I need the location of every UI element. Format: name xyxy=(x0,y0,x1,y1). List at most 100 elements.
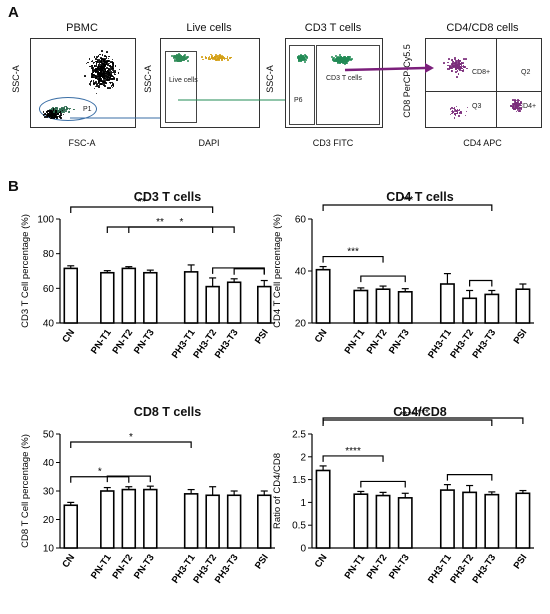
flow-title-live: Live cells xyxy=(186,22,232,34)
flow-event-dead xyxy=(221,54,224,57)
y-axis-label: CD3 T Cell percentage (%) xyxy=(20,214,31,328)
significance-label: *** xyxy=(417,408,429,419)
flow-event-cd3 xyxy=(338,56,341,59)
flow-event-pbmc xyxy=(88,58,91,61)
bar-ph3-t3 xyxy=(484,293,500,324)
flow-event-live xyxy=(177,55,180,58)
flow-event-pbmc xyxy=(56,116,58,118)
y-tick-label: 1.5 xyxy=(292,475,306,486)
flow-event-cd3 xyxy=(347,57,350,60)
flow-event-pbmc xyxy=(60,114,62,116)
flow-event-pbmc xyxy=(107,63,109,65)
flow-event-cd3 xyxy=(336,57,339,60)
flow-event-cd8 xyxy=(462,70,465,72)
flow-event-live xyxy=(183,55,186,58)
flow-event-cd3 xyxy=(335,54,338,57)
significance-label: ** xyxy=(138,197,146,208)
flow-event-pbmc xyxy=(54,111,56,114)
flow-event-pbmc xyxy=(107,71,109,74)
flow-event-pbmc-gated xyxy=(69,107,71,110)
flow-event-q3 xyxy=(457,109,459,111)
flow-event-pbmc xyxy=(111,68,114,70)
flow-event-dead xyxy=(209,57,212,60)
flow-event-cd8 xyxy=(454,68,457,71)
flow-event-pbmc xyxy=(96,72,99,75)
flow-event-dead xyxy=(222,57,224,60)
flow-event-pbmc xyxy=(100,57,102,59)
bar-ph3-t2 xyxy=(462,297,478,324)
flow-event-pbmc-gated xyxy=(65,108,67,111)
flow-event-pbmc xyxy=(111,63,114,65)
flow-event-pbmc xyxy=(95,60,97,63)
gate-label-live: Live cells xyxy=(169,77,198,84)
flow-event-pbmc-gated xyxy=(51,106,54,109)
flow-event-pbmc xyxy=(112,62,115,64)
x-tick-label: PH3-T3 xyxy=(470,327,498,360)
flow-event-pbmc xyxy=(110,74,112,76)
flow-plot-pbmc: P1 xyxy=(30,38,136,128)
flow-event-cd8 xyxy=(459,63,461,66)
flow-event-cd4 xyxy=(520,101,522,103)
flow-event-live xyxy=(177,59,180,62)
flow-event-cd3 xyxy=(345,60,348,63)
flow-event-live xyxy=(174,56,177,59)
flow-event-live xyxy=(181,58,184,61)
flow-event-pbmc xyxy=(101,63,104,66)
flow-event-pbmc-gated xyxy=(61,106,63,109)
flow-event-dead xyxy=(226,56,229,58)
flow-event-dead xyxy=(226,57,228,60)
flow-event-pbmc xyxy=(97,71,99,74)
flow-event-cd4 xyxy=(513,107,515,110)
flow-event-pbmc xyxy=(105,82,108,85)
x-tick-label: PN-T2 xyxy=(365,552,390,581)
flow-event-pbmc xyxy=(110,71,112,73)
flow-event-cd8 xyxy=(448,67,451,69)
flow-event-cd3 xyxy=(339,58,342,61)
flow-event-pbmc xyxy=(90,73,93,76)
flow-event-dead xyxy=(217,55,220,57)
flow-event-cd8 xyxy=(458,62,460,64)
flow-event-pbmc xyxy=(108,72,111,74)
x-tick-label: PN-T1 xyxy=(343,552,368,581)
quadrant-vline xyxy=(496,39,497,127)
flow-event-pbmc xyxy=(99,73,102,75)
flow-event-pbmc xyxy=(102,61,105,64)
significance-bracket xyxy=(322,255,384,263)
flow-event-pbmc xyxy=(117,72,120,74)
flow-event-cd8 xyxy=(457,68,460,71)
flow-event-pbmc xyxy=(111,86,114,89)
bar-ph3-t1 xyxy=(183,493,199,549)
flow-event-pbmc xyxy=(106,76,109,79)
flow-event-pbmc-gated xyxy=(55,106,57,109)
y-tick-label: 30 xyxy=(43,487,55,498)
flow-event-pbmc xyxy=(91,74,93,76)
flow-event-cd4 xyxy=(518,107,520,109)
flow-event-pbmc xyxy=(54,114,57,116)
flow-event-pbmc xyxy=(99,76,102,78)
flow-event-dead xyxy=(218,59,220,61)
flow-event-cd4 xyxy=(516,101,519,103)
flow-event-pbmc-gated xyxy=(62,109,65,112)
flow-event-p6 xyxy=(303,56,306,59)
flow-event-q3 xyxy=(456,110,458,112)
flow-event-cd3 xyxy=(337,60,340,63)
flow-event-q3 xyxy=(451,112,453,115)
flow-event-pbmc xyxy=(108,79,111,81)
flow-event-cd8 xyxy=(466,67,468,70)
flow-event-pbmc-gated xyxy=(56,111,59,113)
flow-event-pbmc xyxy=(97,61,99,63)
flow-event-pbmc-gated xyxy=(55,108,58,110)
flow-event-pbmc xyxy=(111,77,114,80)
flow-event-pbmc xyxy=(101,75,103,77)
gate-label-p6: P6 xyxy=(294,97,303,104)
flow-event-pbmc xyxy=(95,58,98,60)
flow-event-dead xyxy=(213,55,216,58)
x-tick-label: CN xyxy=(60,327,77,345)
significance-bracket xyxy=(212,267,265,274)
flow-event-dead xyxy=(211,54,213,57)
flow-event-pbmc xyxy=(106,70,108,73)
significance-bracket xyxy=(322,417,524,424)
flow-event-pbmc xyxy=(112,70,115,72)
y-tick-label: 60 xyxy=(295,215,307,226)
